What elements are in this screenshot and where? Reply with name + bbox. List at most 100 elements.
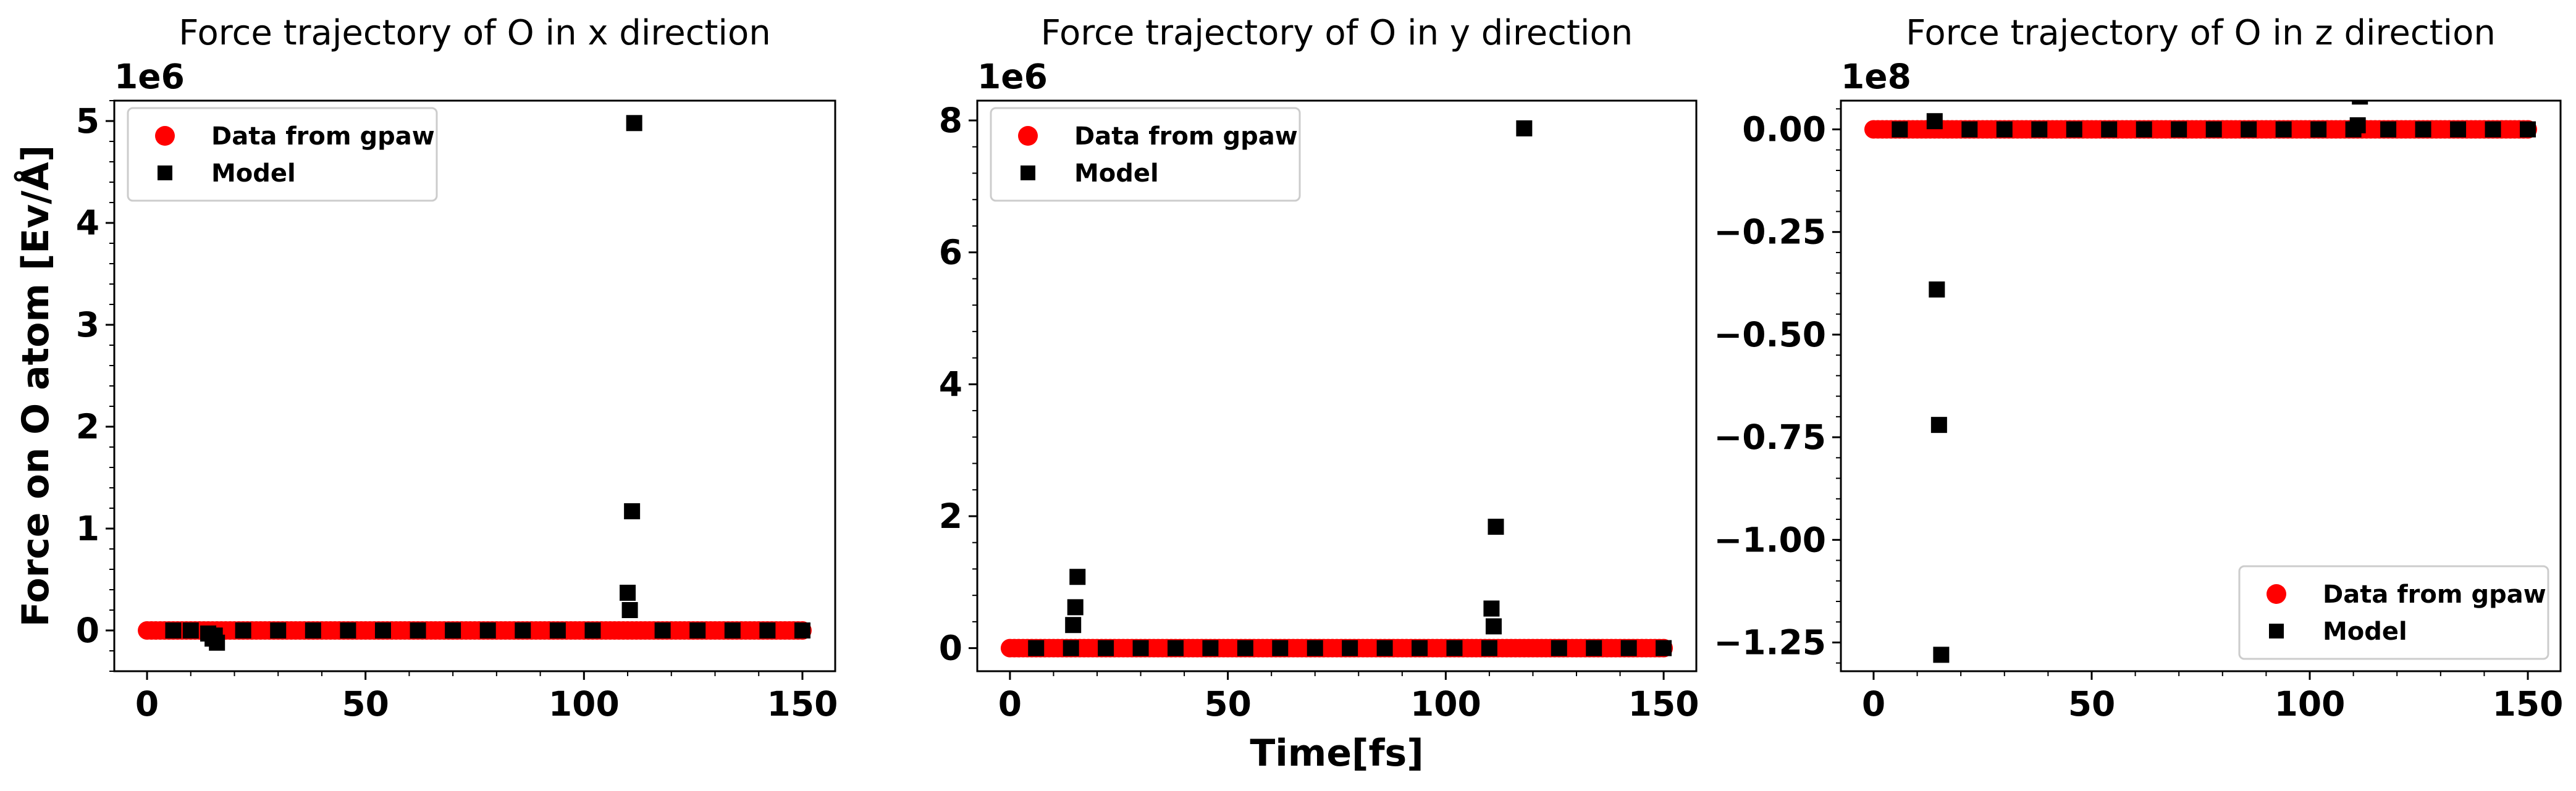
chart-title: Force trajectory of O in x direction xyxy=(179,13,770,53)
model-point xyxy=(2380,121,2397,138)
series-model xyxy=(165,115,810,651)
y-tick-label: 3 xyxy=(76,305,99,345)
model-point xyxy=(689,622,706,638)
legend-label: Data from gpaw xyxy=(2323,580,2546,609)
model-point xyxy=(2101,121,2118,138)
model-point xyxy=(1202,640,1219,656)
model-point xyxy=(2241,121,2257,138)
model-point xyxy=(2520,121,2536,138)
model-point xyxy=(2275,121,2292,138)
x-tick-label: 0 xyxy=(998,684,1022,724)
model-point xyxy=(2066,121,2082,138)
legend: Data from gpaw Model xyxy=(2238,565,2549,660)
model-point xyxy=(270,622,287,638)
y-tick-label: 0 xyxy=(939,629,962,668)
y-tick-label: −0.75 xyxy=(1714,417,1826,457)
model-point xyxy=(2171,121,2187,138)
model-point xyxy=(626,115,642,132)
x-tick-label: 150 xyxy=(1628,684,1699,724)
model-point xyxy=(1929,281,1945,298)
model-point xyxy=(724,622,741,638)
y-offset-label: 1e8 xyxy=(1841,57,1911,96)
legend-marker-gpaw xyxy=(2267,584,2286,604)
data-marks xyxy=(1864,101,2538,663)
y-tick-label: 1 xyxy=(76,509,99,548)
model-point xyxy=(165,622,182,638)
legend-label: Model xyxy=(211,159,296,188)
model-point xyxy=(584,622,601,638)
model-point xyxy=(1063,640,1079,656)
legend-label: Data from gpaw xyxy=(211,122,435,151)
y-tick-label: 4 xyxy=(939,364,962,404)
legend-marker-model xyxy=(158,165,172,180)
model-point xyxy=(209,634,225,651)
model-point xyxy=(1067,599,1084,616)
model-point xyxy=(1930,417,1947,433)
model-point xyxy=(1892,121,1908,138)
model-point xyxy=(2031,121,2048,138)
model-point xyxy=(410,622,426,638)
model-point xyxy=(305,622,321,638)
legend-label: Data from gpaw xyxy=(1074,122,1298,151)
y-tick-label: −0.50 xyxy=(1714,315,1826,354)
model-point xyxy=(620,584,636,601)
axes-frame xyxy=(1840,99,2562,672)
data-marks xyxy=(1000,120,1673,658)
model-point xyxy=(1483,600,1500,617)
y-offset-label: 1e6 xyxy=(977,57,1048,96)
x-tick-label: 50 xyxy=(1204,684,1252,724)
model-point xyxy=(654,622,671,638)
model-point xyxy=(1237,640,1253,656)
y-tick-label: 2 xyxy=(76,407,99,446)
y-tick-label: −1.00 xyxy=(1714,520,1826,559)
y-tick-label: 4 xyxy=(76,203,99,243)
y-tick-label: 5 xyxy=(76,101,99,141)
legend-marker-model xyxy=(2269,624,2284,638)
x-tick-label: 150 xyxy=(2493,684,2564,724)
model-point xyxy=(479,622,496,638)
model-point xyxy=(2450,121,2467,138)
model-point xyxy=(1307,640,1323,656)
model-point xyxy=(235,622,251,638)
model-point xyxy=(621,602,638,618)
model-point xyxy=(2136,121,2152,138)
model-point xyxy=(1376,640,1393,656)
x-tick-label: 100 xyxy=(2275,684,2346,724)
model-point xyxy=(1069,569,1086,585)
model-point xyxy=(1098,640,1114,656)
model-point xyxy=(1933,647,1950,663)
x-tick-label: 50 xyxy=(2068,684,2116,724)
x-tick-label: 0 xyxy=(135,684,159,724)
model-point xyxy=(1620,640,1637,656)
model-point xyxy=(2349,117,2366,133)
model-point xyxy=(1272,640,1289,656)
model-point xyxy=(374,622,391,638)
legend-marker-model xyxy=(1021,165,1035,180)
model-point xyxy=(1551,640,1567,656)
y-tick-label: 2 xyxy=(939,496,962,536)
y-offset-label: 1e6 xyxy=(114,57,185,96)
chart-panel-3: Force trajectory of O in z direction 1e8 0… xyxy=(1714,13,2563,724)
legend-box xyxy=(990,107,1301,202)
x-tick-label: 50 xyxy=(342,684,389,724)
legend-marker-gpaw xyxy=(155,126,175,146)
model-point xyxy=(1412,640,1428,656)
x-axis-label: Time[fs] xyxy=(1250,732,1423,775)
model-point xyxy=(182,622,199,638)
legend-marker-gpaw xyxy=(1018,126,1038,146)
x-tick-label: 100 xyxy=(1410,684,1481,724)
axes-frame xyxy=(113,99,836,672)
model-point xyxy=(1488,519,1504,535)
legend-label: Model xyxy=(1074,159,1159,188)
model-point xyxy=(549,622,566,638)
model-point xyxy=(624,503,641,519)
series-model xyxy=(1892,101,2536,663)
model-point xyxy=(2415,121,2431,138)
series-model xyxy=(1028,120,1672,656)
model-point xyxy=(1926,113,1943,130)
model-point xyxy=(445,622,461,638)
model-point xyxy=(1481,640,1497,656)
model-point xyxy=(794,622,810,638)
model-point xyxy=(1446,640,1463,656)
